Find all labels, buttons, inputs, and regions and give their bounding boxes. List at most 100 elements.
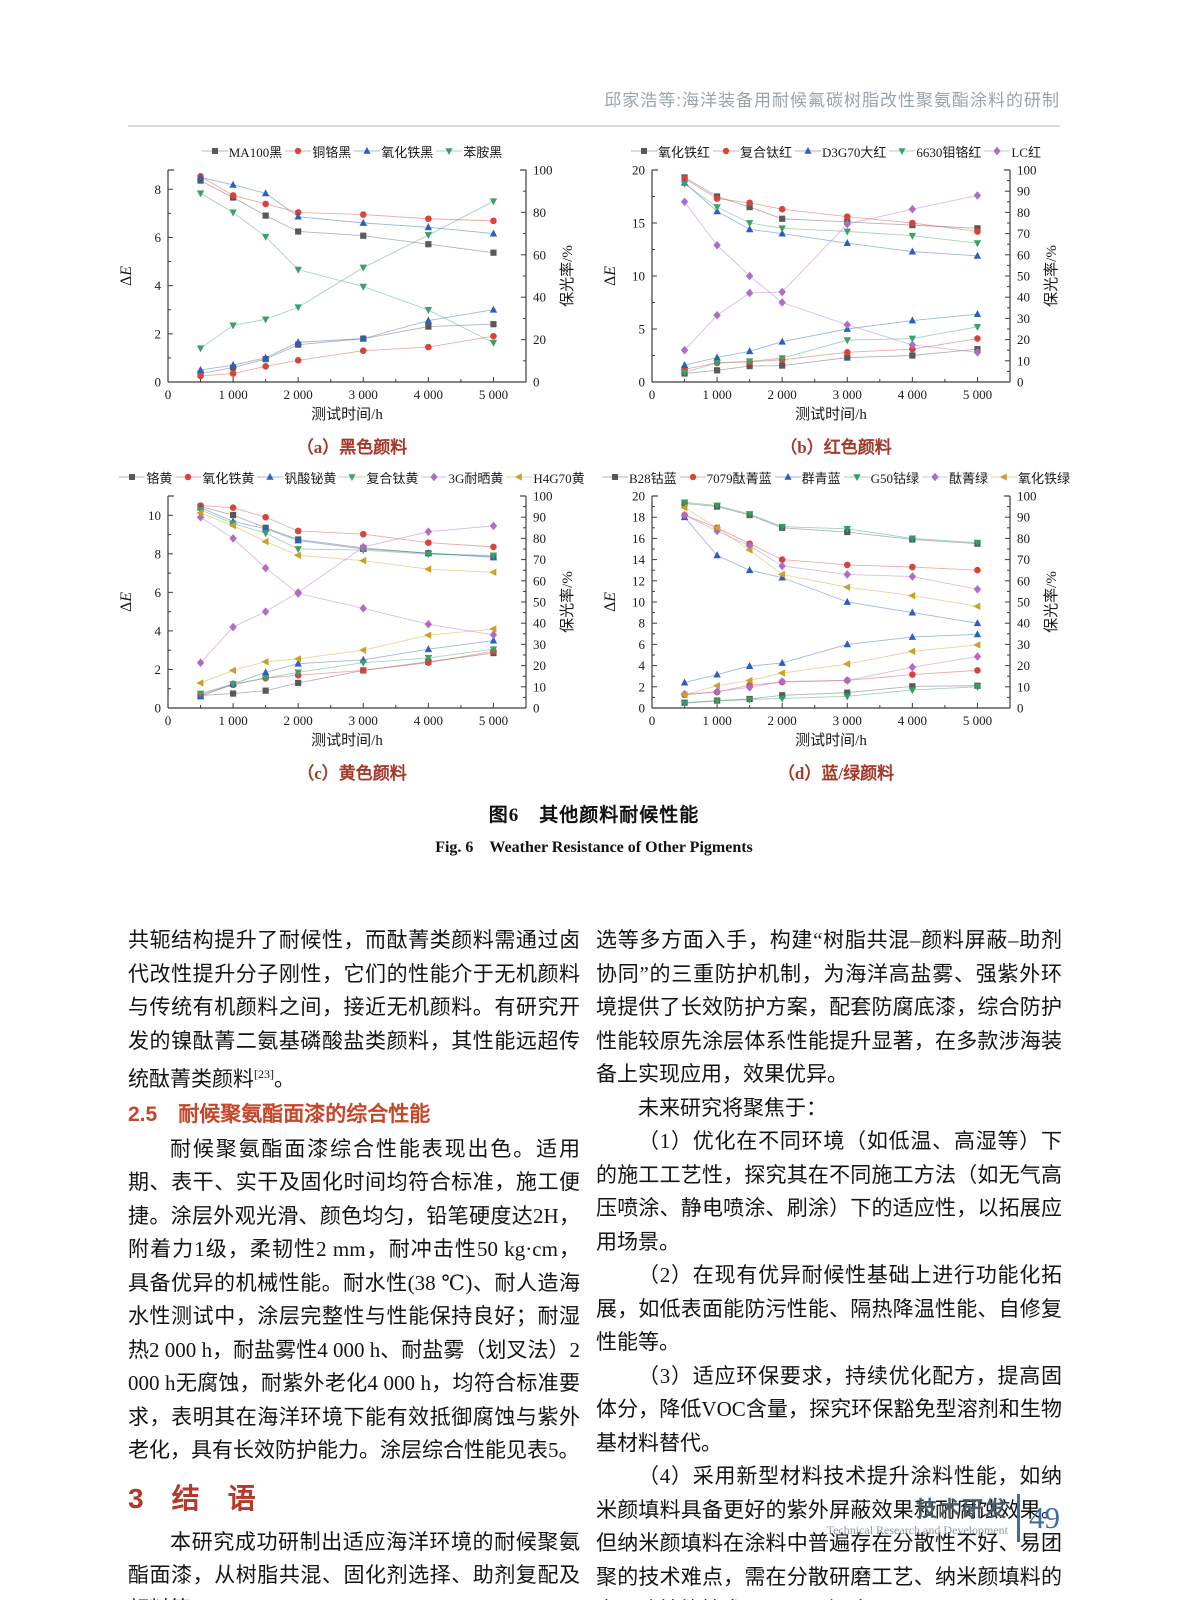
- chart-yellow-pigments: 铬黄 氧化铁黄 钒酸铋黄 复合钛黄 3G耐晒黄 H4G70黄 0 1 000 2 000 3 0…: [118, 466, 586, 784]
- svg-text:4: 4: [155, 623, 162, 638]
- svg-text:80: 80: [533, 531, 546, 546]
- legend-marker-icon: [991, 473, 1018, 481]
- legend-label: 铬黄: [146, 470, 173, 486]
- legend-label: 氧化铁红: [658, 144, 711, 160]
- svg-text:40: 40: [533, 290, 546, 305]
- legend-item: 氧化铁红: [631, 142, 710, 161]
- chart-caption: （a）黑色颜料: [296, 438, 408, 457]
- svg-text:40: 40: [1017, 616, 1030, 631]
- right-column: 选等多方面入手，构建“树脂共混–颜料屏蔽–助剂协同”的三重防护机制，为海洋高盐雾…: [596, 924, 1062, 1600]
- legend-label: 复合钛黄: [366, 470, 419, 486]
- legend-label: 3G耐晒黄: [448, 470, 504, 486]
- legend-marker-icon: [774, 473, 801, 480]
- svg-text:2: 2: [639, 679, 646, 694]
- legend-label: 氧化铁黄: [202, 470, 255, 486]
- left-column: 共轭结构提升了耐候性，而酞菁类颜料需通过卤代改性提升分子刚性，它们的性能介于无机…: [128, 924, 580, 1600]
- svg-text:50: 50: [1017, 595, 1030, 610]
- svg-text:0: 0: [649, 387, 656, 402]
- legend-label: 复合钛红: [740, 144, 793, 160]
- legend-label: 氧化铁黑: [381, 144, 434, 160]
- chart-legend: 氧化铁红 复合钛红 D3G70大红 6630钼铬红 LC红: [602, 140, 1070, 162]
- legend-marker-icon: [922, 472, 949, 482]
- legend-label: 铜铬黑: [312, 144, 352, 160]
- svg-text:100: 100: [1017, 163, 1037, 178]
- svg-text:12: 12: [632, 573, 645, 588]
- chart-legend: B28钴蓝 7079酞菁蓝 群青蓝 G50钴绿 酞菁绿 氧化铁绿: [601, 466, 1071, 488]
- legend-marker-icon: [119, 474, 146, 480]
- svg-text:0: 0: [155, 701, 162, 716]
- svg-text:1 000: 1 000: [702, 387, 731, 402]
- chart-plot: 0 1 000 2 000 3 000 4 000 5 000 测试时间/h 0 5 10 15 20…: [602, 162, 1070, 433]
- svg-text:测试时间/h: 测试时间/h: [795, 732, 867, 749]
- svg-text:5 000: 5 000: [479, 387, 508, 402]
- legend-label: G50钴绿: [870, 470, 920, 486]
- footer-divider-bar: [1017, 1494, 1020, 1542]
- legend-marker-icon: [679, 473, 706, 481]
- legend-marker-icon: [354, 147, 381, 154]
- svg-text:4 000: 4 000: [414, 713, 443, 728]
- paragraph: （1）优化在不同环境（如低温、高湿等）下的施工工艺性，探究其在不同施工方法（如无…: [596, 1129, 1062, 1254]
- svg-text:0: 0: [533, 701, 540, 716]
- svg-text:90: 90: [533, 510, 546, 525]
- chart-caption: （c）黄色颜料: [297, 764, 407, 783]
- legend-item: 6630钼铬红: [889, 142, 981, 161]
- svg-text:15: 15: [632, 216, 645, 231]
- svg-text:10: 10: [148, 508, 161, 523]
- paragraph: 未来研究将聚焦于：: [638, 1095, 827, 1120]
- svg-text:10: 10: [1017, 353, 1030, 368]
- svg-text:10: 10: [1017, 679, 1030, 694]
- chart-plot-svg: 0 1 000 2 000 3 000 4 000 5 000 测试时间/h 0 2 4 6 8 10 1…: [602, 489, 1060, 750]
- legend-item: 酞菁绿: [922, 468, 988, 487]
- legend-marker-icon: [339, 474, 366, 481]
- svg-text:20: 20: [533, 332, 546, 347]
- legend-item: LC红: [984, 142, 1041, 161]
- svg-text:30: 30: [1017, 311, 1030, 326]
- svg-text:90: 90: [1017, 184, 1030, 199]
- svg-text:0: 0: [1017, 701, 1024, 716]
- legend-marker-icon: [843, 474, 870, 481]
- legend-marker-icon: [506, 473, 533, 481]
- svg-text:40: 40: [533, 616, 546, 631]
- legend-label: 氧化铁绿: [1018, 470, 1071, 486]
- legend-item: MA100黑: [201, 142, 282, 161]
- svg-text:0: 0: [165, 387, 172, 402]
- svg-text:4 000: 4 000: [414, 387, 443, 402]
- chart-legend: 铬黄 氧化铁黄 钒酸铋黄 复合钛黄 3G耐晒黄 H4G70黄: [118, 466, 586, 488]
- paragraph: 选等多方面入手，构建“树脂共混–颜料屏蔽–助剂协同”的三重防护机制，为海洋高盐雾…: [596, 928, 1062, 1086]
- legend-label: 钒酸铋黄: [284, 470, 337, 486]
- footer-section-en: Technical Research and Development: [826, 1523, 1008, 1538]
- svg-text:10: 10: [533, 679, 546, 694]
- svg-text:60: 60: [1017, 247, 1030, 262]
- svg-text:保光率/%: 保光率/%: [1043, 571, 1060, 633]
- svg-text:6: 6: [155, 230, 162, 245]
- chart-black-pigments: MA100黑 铜铬黑 氧化铁黑 苯胺黑 0 1 000 2 000 3 000 4 000 5 …: [118, 140, 586, 458]
- paragraph: （3）适应环保要求，持续优化配方，提高固体分，降低VOC含量，探究环保豁免型溶剂…: [596, 1363, 1062, 1455]
- svg-text:30: 30: [533, 637, 546, 652]
- legend-item: G50钴绿: [843, 468, 920, 487]
- legend-marker-icon: [889, 148, 916, 155]
- svg-text:18: 18: [632, 510, 645, 525]
- chart-legend: MA100黑 铜铬黑 氧化铁黑 苯胺黑: [118, 140, 586, 162]
- section-heading-3: 3 结 语: [128, 1482, 256, 1514]
- legend-item: D3G70大红: [795, 142, 886, 161]
- legend-item: 复合钛黄: [339, 468, 418, 487]
- svg-text:14: 14: [632, 552, 646, 567]
- svg-text:10: 10: [632, 595, 645, 610]
- svg-text:ΔE: ΔE: [118, 592, 135, 612]
- svg-text:1 000: 1 000: [218, 713, 247, 728]
- svg-text:0: 0: [1017, 375, 1024, 390]
- svg-text:保光率/%: 保光率/%: [559, 245, 576, 307]
- svg-text:5 000: 5 000: [479, 713, 508, 728]
- svg-text:5 000: 5 000: [963, 713, 992, 728]
- svg-text:90: 90: [1017, 510, 1030, 525]
- paragraph: 共轭结构提升了耐候性，而酞菁类颜料需通过卤代改性提升分子刚性，它们的性能介于无机…: [128, 924, 580, 1097]
- svg-text:6: 6: [155, 585, 162, 600]
- legend-item: 苯胺黑: [436, 142, 502, 161]
- legend-label: LC红: [1011, 144, 1041, 160]
- svg-text:测试时间/h: 测试时间/h: [795, 406, 867, 423]
